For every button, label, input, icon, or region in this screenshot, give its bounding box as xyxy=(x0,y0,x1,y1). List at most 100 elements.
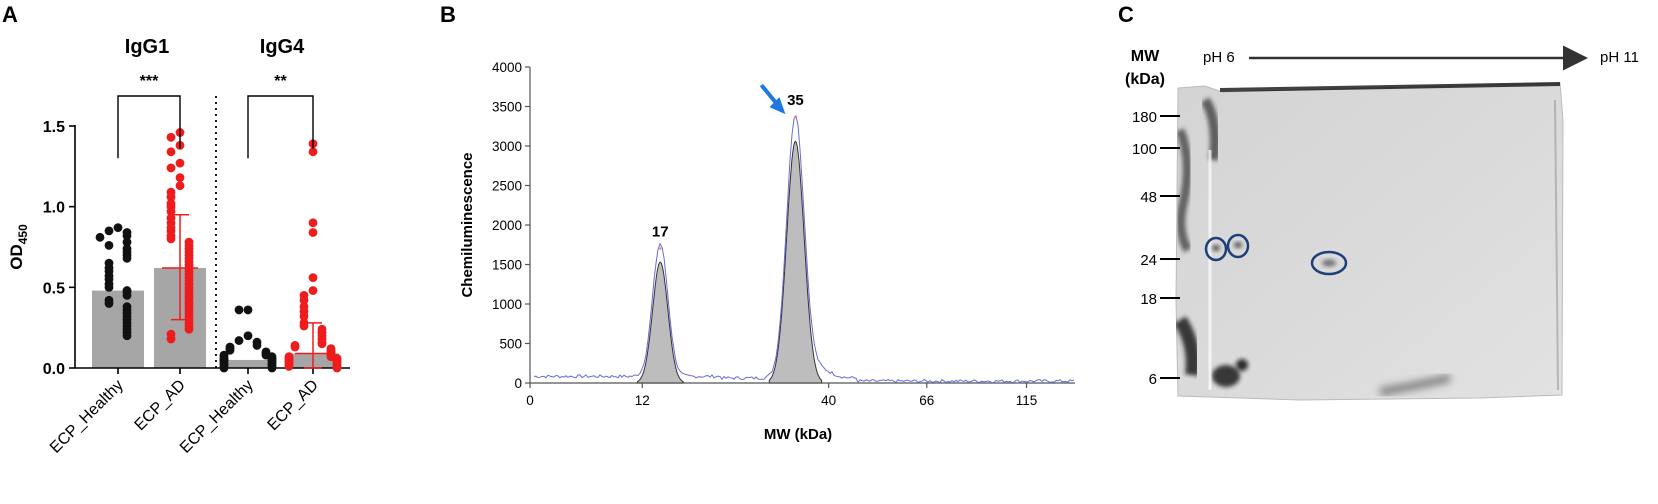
data-point xyxy=(243,331,253,341)
x-tick-label-b: 0 xyxy=(526,393,534,408)
y-tick-label-a: 1.0 xyxy=(43,200,65,217)
y-axis-label-a: OD450 xyxy=(7,224,30,270)
y-tick-label-b: 1000 xyxy=(492,297,522,312)
peak-label-17: 17 xyxy=(652,223,669,240)
x-tick-label-b: 40 xyxy=(821,393,836,408)
ph-start-label: pH 6 xyxy=(1203,49,1235,66)
gel-image xyxy=(1173,82,1564,401)
panel-b-plot: 0 500 1000 1500 2000 2500 3000 3500 4000 0 12 40 66 1… xyxy=(492,60,1075,408)
data-point xyxy=(299,321,309,331)
group-title-igg1: IgG1 xyxy=(125,36,169,58)
group-title-igg4: IgG4 xyxy=(260,36,305,58)
data-point xyxy=(122,291,132,300)
data-point xyxy=(122,231,132,241)
data-point xyxy=(308,218,318,228)
data-point xyxy=(308,286,318,295)
y-tick-label-b: 2500 xyxy=(492,179,522,194)
y-tick-label-b: 0 xyxy=(514,376,522,391)
data-point xyxy=(95,232,105,242)
chemiluminescence-label: Chemiluminescence xyxy=(459,152,476,297)
y-tick-label-b: 3000 xyxy=(492,139,522,154)
y-tick-label-b: 1500 xyxy=(492,258,522,273)
peak-marker: * xyxy=(658,245,662,256)
data-point xyxy=(166,132,176,142)
data-point xyxy=(113,223,123,233)
y-tick-label-a: 1.5 xyxy=(43,119,65,136)
data-point xyxy=(184,324,194,334)
data-point xyxy=(104,240,114,250)
category-label: ECP_AD xyxy=(132,377,189,434)
y-tick-label-a: 0.5 xyxy=(43,280,65,297)
category-label: ECP_AD xyxy=(265,377,322,434)
data-point xyxy=(225,345,235,355)
data-point xyxy=(332,363,342,373)
data-point xyxy=(252,341,262,350)
data-point xyxy=(284,361,294,371)
bar-0 xyxy=(92,290,144,368)
data-point xyxy=(308,228,318,237)
significance-bracket xyxy=(247,95,314,159)
panel-c: C MW (kDa) pH 6 pH 11 1 xyxy=(1118,2,1639,401)
data-point xyxy=(175,181,185,191)
svg-text:OD450: OD450 xyxy=(7,224,30,270)
data-point xyxy=(166,234,176,244)
data-point xyxy=(299,295,309,305)
mw-title: MW xyxy=(1131,48,1160,65)
y-tick-label-b: 500 xyxy=(499,337,522,352)
data-point xyxy=(308,147,318,157)
chemiluminescence-trace xyxy=(533,115,1075,384)
data-point xyxy=(104,282,114,292)
x-tick-label-b: 12 xyxy=(635,393,650,408)
peak-label-35: 35 xyxy=(787,92,804,109)
significance-bracket xyxy=(117,95,181,159)
y-tick-label-a: 0.0 xyxy=(43,361,65,378)
significance-label: ** xyxy=(274,73,287,90)
spot-circle-3 xyxy=(1310,250,1348,276)
spot-circle-2 xyxy=(1226,233,1250,259)
data-point xyxy=(290,342,300,352)
data-point xyxy=(166,207,176,216)
panel-a: A IgG1 IgG4 OD450 0.0 0.5 1.0 1.5 ECP_Health… xyxy=(2,2,350,457)
x-axis-label-b: MW (kDa) xyxy=(764,426,832,443)
panel-b-label: B xyxy=(440,2,456,27)
data-point xyxy=(122,253,132,263)
arrow-head xyxy=(769,97,786,115)
mw-unit: (kDa) xyxy=(1125,71,1165,88)
y-label-subscript: 450 xyxy=(16,224,30,244)
data-point xyxy=(219,363,229,373)
data-point xyxy=(234,305,244,315)
mw-marker-label: 18 xyxy=(1140,291,1157,308)
mw-markers: 180 100 48 24 18 6 xyxy=(1132,109,1180,388)
y-tick-label-b: 4000 xyxy=(492,60,522,75)
data-point xyxy=(166,192,176,202)
panel-a-label: A xyxy=(2,2,18,27)
data-point xyxy=(234,336,244,345)
data-point xyxy=(104,226,114,236)
x-tick-label-b: 66 xyxy=(919,393,934,408)
peak-area-17 xyxy=(636,261,684,384)
bar-2 xyxy=(222,359,274,368)
data-point xyxy=(166,147,176,157)
peak-marker: * xyxy=(793,114,797,125)
category-label: ECP_Healthy xyxy=(177,377,257,457)
data-point xyxy=(308,273,318,283)
y-tick-label-b: 2000 xyxy=(492,218,522,233)
data-point xyxy=(267,363,277,373)
panel-c-label: C xyxy=(1118,2,1134,27)
x-tick-label-b: 115 xyxy=(1016,393,1038,408)
mw-marker-label: 48 xyxy=(1140,189,1157,206)
mw-marker-label: 6 xyxy=(1149,371,1157,388)
data-point xyxy=(104,299,114,308)
spot-circle-1 xyxy=(1204,236,1228,262)
y-tick-label-b: 3500 xyxy=(492,100,522,115)
mw-marker-label: 100 xyxy=(1132,141,1157,158)
data-point xyxy=(122,237,132,247)
peak-area-35 xyxy=(768,140,823,384)
significance-label: *** xyxy=(140,73,159,90)
data-point xyxy=(243,305,253,315)
ph-end-label: pH 11 xyxy=(1600,49,1639,66)
data-point xyxy=(299,311,309,321)
data-point xyxy=(175,173,185,183)
